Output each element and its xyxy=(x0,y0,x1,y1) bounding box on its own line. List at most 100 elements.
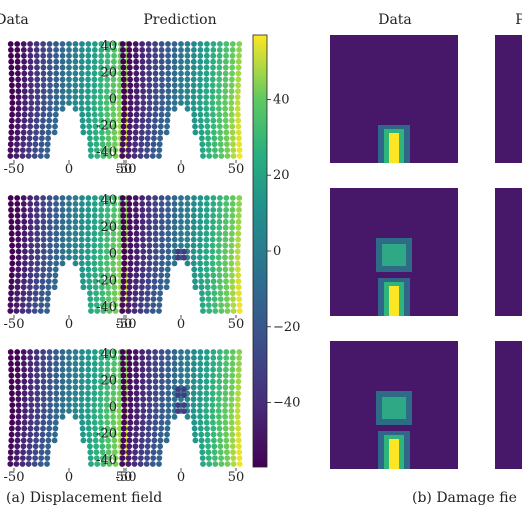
scatter-point xyxy=(127,111,134,118)
scatter-point xyxy=(40,58,47,65)
scatter-point xyxy=(204,425,210,432)
scatter-point xyxy=(99,284,105,291)
scatter-point xyxy=(93,135,99,142)
scatter-point xyxy=(40,402,47,408)
scatter-point xyxy=(47,413,53,420)
scatter-point xyxy=(139,431,146,438)
scatter-point xyxy=(40,76,47,83)
scatter-point xyxy=(127,230,133,237)
scatter-point xyxy=(104,236,110,243)
scatter-point xyxy=(120,290,126,297)
scatter-point xyxy=(40,82,47,89)
scatter-point xyxy=(44,141,51,148)
scatter-point xyxy=(21,70,28,77)
scatter-point xyxy=(59,52,66,59)
scatter-point xyxy=(91,94,98,100)
damage-panel-row3-prediction xyxy=(495,341,522,469)
scatter-point xyxy=(210,212,217,219)
scatter-point xyxy=(20,195,27,201)
scatter-point xyxy=(218,153,225,159)
scatter-point xyxy=(7,302,14,308)
scatter-point xyxy=(224,147,231,154)
scatter-point xyxy=(178,355,184,361)
scatter-point xyxy=(138,147,144,154)
scatter-point xyxy=(116,88,123,95)
scatter-point xyxy=(126,129,133,136)
scatter-point xyxy=(171,236,178,243)
scatter-point xyxy=(203,58,210,65)
scatter-point xyxy=(92,117,98,124)
scatter-point xyxy=(66,41,72,47)
scatter-point xyxy=(91,64,98,71)
scatter-point xyxy=(85,94,91,100)
scatter-point xyxy=(191,360,197,367)
scatter-point xyxy=(126,218,133,225)
scatter-point xyxy=(228,413,235,420)
scatter-point xyxy=(210,201,217,207)
scatter-point xyxy=(59,260,66,267)
scatter-point xyxy=(159,94,166,100)
scatter-point xyxy=(139,117,146,124)
scatter-point xyxy=(72,41,79,47)
scatter-point xyxy=(211,437,217,444)
scatter-point xyxy=(93,455,100,461)
scatter-point xyxy=(165,390,172,397)
scatter-point xyxy=(37,308,44,314)
scatter-point xyxy=(134,402,140,408)
scatter-point xyxy=(184,64,191,71)
scatter-point xyxy=(230,455,237,461)
scatter-point xyxy=(78,100,85,106)
scatter-point xyxy=(235,236,242,243)
scatter-point xyxy=(197,402,203,408)
scatter-point xyxy=(116,390,123,397)
scatter-point xyxy=(40,201,47,207)
scatter-point xyxy=(192,284,199,291)
scatter-point xyxy=(14,372,21,379)
scatter-point xyxy=(97,384,104,391)
scatter-point xyxy=(112,302,119,308)
x-tick-label: 50 xyxy=(228,470,245,485)
scatter-point xyxy=(47,248,53,255)
scatter-point xyxy=(111,278,117,285)
scatter-point xyxy=(28,260,34,267)
scatter-point xyxy=(229,76,235,83)
scatter-point xyxy=(85,111,92,118)
scatter-point xyxy=(203,47,210,53)
scatter-point xyxy=(217,135,224,142)
scatter-point xyxy=(139,266,146,273)
scatter-point xyxy=(223,129,230,136)
scatter-point xyxy=(203,360,210,367)
scatter-point xyxy=(190,260,197,267)
scatter-point xyxy=(235,372,242,379)
scatter-point xyxy=(159,105,165,112)
scatter-point xyxy=(139,284,145,291)
scatter-point xyxy=(229,355,236,361)
scatter-point xyxy=(91,378,98,385)
scatter-point xyxy=(14,443,21,450)
scatter-point xyxy=(190,408,197,414)
scatter-point xyxy=(59,47,66,53)
scatter-point xyxy=(184,207,191,213)
scatter-point xyxy=(78,76,85,83)
scatter-point xyxy=(91,242,98,249)
scatter-point xyxy=(47,76,53,83)
scatter-point xyxy=(59,76,66,83)
scatter-point xyxy=(145,278,152,285)
scatter-point xyxy=(178,94,184,100)
scatter-point xyxy=(9,396,16,403)
scatter-point xyxy=(66,58,72,65)
scatter-point xyxy=(105,284,111,291)
scatter-point xyxy=(39,431,46,438)
scatter-point xyxy=(78,236,85,243)
scatter-point xyxy=(46,266,53,273)
scatter-point xyxy=(47,100,53,106)
scatter-point xyxy=(206,461,213,467)
scatter-point xyxy=(78,366,85,373)
scatter-point xyxy=(235,431,242,438)
scatter-point xyxy=(40,272,46,279)
scatter-point xyxy=(39,278,46,285)
scatter-point xyxy=(120,123,127,130)
scatter-point xyxy=(146,82,153,89)
